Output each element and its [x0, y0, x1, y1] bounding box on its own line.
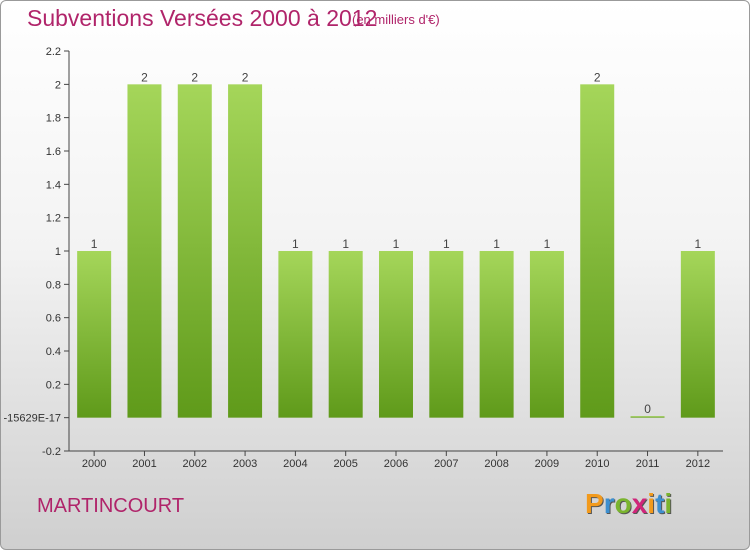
- y-tick-label: 1.2: [46, 213, 61, 225]
- logo-letter: x: [631, 488, 648, 519]
- bar-2006: [379, 251, 413, 418]
- x-tick-label: 2004: [283, 458, 307, 470]
- x-tick-label: 2003: [233, 458, 257, 470]
- y-tick-label: 0.2: [46, 379, 61, 391]
- logo-letter: t: [655, 488, 665, 519]
- y-tick-label: 2: [55, 79, 61, 91]
- x-tick-label: 2006: [384, 458, 408, 470]
- data-label: 2: [242, 70, 249, 84]
- data-label: 0: [644, 402, 651, 416]
- commune-name: MARTINCOURT: [37, 495, 185, 517]
- x-tick-label: 2012: [686, 458, 710, 470]
- logo-letter: o: [614, 488, 632, 519]
- bar-2004: [278, 251, 313, 418]
- y-tick-label: -0.2: [42, 446, 61, 458]
- data-label: 1: [493, 237, 500, 251]
- x-tick-label: 2009: [535, 458, 559, 470]
- data-label: 1: [443, 237, 450, 251]
- y-tick-label: 1.4: [46, 179, 61, 191]
- x-tick-label: 2008: [484, 458, 508, 470]
- bar-2003: [228, 84, 263, 418]
- x-tick-label: 2005: [333, 458, 357, 470]
- bar-2007: [429, 251, 464, 418]
- x-tick-label: 2011: [636, 458, 660, 470]
- bar-2002: [177, 84, 212, 418]
- data-label: 1: [292, 237, 299, 251]
- bar-2010: [580, 84, 615, 418]
- y-tick-label: 0.6: [46, 313, 61, 325]
- x-tick-label: 2010: [585, 458, 609, 470]
- logo-letter: P: [585, 488, 604, 519]
- data-label: 2: [191, 70, 198, 84]
- y-tick-label: 1.6: [46, 146, 61, 158]
- x-tick-label: 2007: [434, 458, 458, 470]
- y-tick-label: -15629E-17: [4, 413, 62, 425]
- data-label: 2: [594, 70, 601, 84]
- bar-2012: [680, 251, 715, 418]
- logo-letter: i: [664, 488, 673, 519]
- logo-letter: r: [603, 488, 615, 519]
- bar-2011: [630, 416, 665, 418]
- bar-2008: [479, 251, 514, 418]
- data-label: 1: [91, 237, 98, 251]
- bar-2000: [77, 251, 112, 418]
- y-tick-label: 0.8: [46, 279, 61, 291]
- chart-unit-subtitle: (en milliers d'€): [352, 12, 440, 27]
- logo-letter: i: [647, 488, 656, 519]
- y-tick-label: 1.8: [46, 113, 61, 125]
- chart-title: Subventions Versées 2000 à 2012: [27, 5, 378, 31]
- data-label: 2: [141, 70, 148, 84]
- y-tick-label: 1: [55, 246, 61, 258]
- bar-2005: [328, 251, 363, 418]
- data-label: 1: [544, 237, 551, 251]
- bar-2001: [127, 84, 162, 418]
- x-tick-label: 2001: [132, 458, 156, 470]
- y-tick-label: 0.4: [46, 346, 61, 358]
- data-label: 1: [393, 237, 400, 251]
- data-label: 1: [342, 237, 349, 251]
- x-tick-label: 2000: [82, 458, 106, 470]
- proxiti-logo: Proxiti: [585, 488, 672, 520]
- data-label: 1: [695, 237, 702, 251]
- x-tick-label: 2002: [183, 458, 207, 470]
- y-tick-label: 2.2: [46, 46, 61, 58]
- bar-2009: [529, 251, 564, 418]
